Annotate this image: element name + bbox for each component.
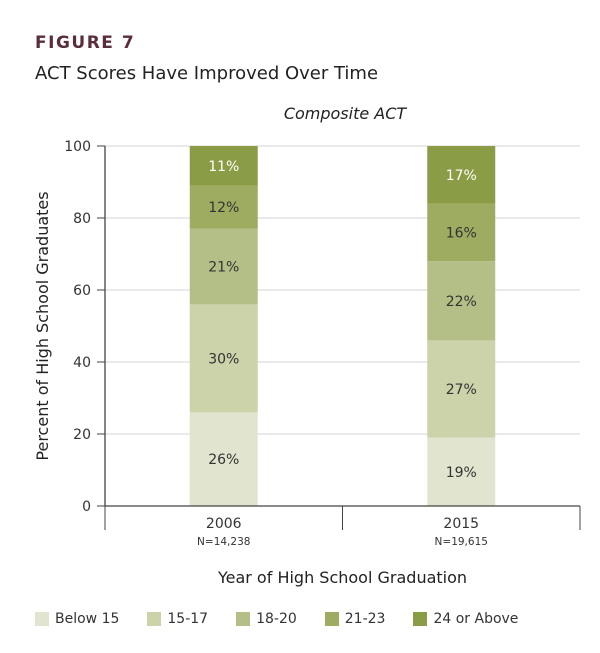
legend-item: 15-17 bbox=[147, 611, 208, 627]
bar-segment bbox=[427, 261, 496, 341]
bar-segment bbox=[189, 185, 258, 229]
bar-segment bbox=[427, 146, 496, 204]
legend-label: 15-17 bbox=[167, 611, 209, 627]
bar-segment bbox=[189, 412, 258, 506]
legend-swatch bbox=[147, 612, 162, 626]
y-tick-label: 40 bbox=[73, 355, 91, 371]
legend-label: 18-20 bbox=[256, 611, 297, 627]
data-label: 11% bbox=[208, 159, 239, 175]
legend-swatch bbox=[413, 612, 428, 626]
legend-swatch bbox=[236, 612, 251, 626]
data-label: 16% bbox=[446, 225, 477, 241]
legend-item: 18-20 bbox=[236, 611, 297, 627]
y-tick-label: 60 bbox=[73, 283, 91, 299]
legend-label: 24 or Above bbox=[433, 611, 519, 627]
data-label: 27% bbox=[446, 382, 477, 398]
data-label: 17% bbox=[446, 168, 477, 184]
chart-title: ACT Scores Have Improved Over Time bbox=[35, 63, 379, 84]
legend-item: 21-23 bbox=[324, 611, 386, 627]
bar-segment bbox=[189, 146, 258, 186]
y-tick-label: 20 bbox=[73, 427, 91, 443]
data-label: 19% bbox=[446, 465, 477, 481]
bar-segment bbox=[189, 228, 258, 305]
y-axis-title: Percent of High School Graduates bbox=[33, 191, 52, 460]
legend-label: 21-23 bbox=[344, 611, 386, 627]
y-tick-label: 0 bbox=[82, 499, 91, 515]
figure-label: FIGURE 7 bbox=[35, 33, 136, 53]
sample-size-label: N=19,615 bbox=[435, 536, 488, 548]
x-tick-label: 2015 bbox=[443, 516, 479, 532]
y-tick-label: 100 bbox=[64, 139, 91, 155]
data-label: 21% bbox=[208, 260, 239, 276]
x-axis-title: Year of High School Graduation bbox=[217, 568, 467, 587]
chart-subtitle: Composite ACT bbox=[283, 104, 407, 123]
sample-size-label: N=14,238 bbox=[197, 536, 250, 548]
legend-label: Below 15 bbox=[55, 611, 120, 627]
legend-swatch bbox=[35, 612, 49, 626]
stacked-bar-chart: 0 20 40 60 80 100 26% 30% 21% 12% 11% 2006 N=14,238 1… bbox=[33, 139, 581, 587]
data-label: 26% bbox=[208, 452, 239, 468]
bar-segment bbox=[427, 203, 496, 262]
x-tick-label: 2006 bbox=[206, 516, 242, 532]
y-tick-label: 80 bbox=[73, 211, 91, 227]
legend-swatch bbox=[324, 612, 339, 626]
legend-item: 24 or Above bbox=[413, 611, 518, 627]
legend-item: Below 15 bbox=[35, 611, 119, 627]
data-label: 12% bbox=[208, 200, 239, 216]
data-label: 30% bbox=[208, 351, 239, 367]
bar-segment bbox=[427, 437, 496, 506]
bar-segment bbox=[189, 304, 258, 413]
data-label: 22% bbox=[446, 294, 477, 310]
legend: Below 15 15-17 18-20 21-23 24 or Above bbox=[35, 611, 546, 627]
bar-segment bbox=[427, 340, 496, 438]
